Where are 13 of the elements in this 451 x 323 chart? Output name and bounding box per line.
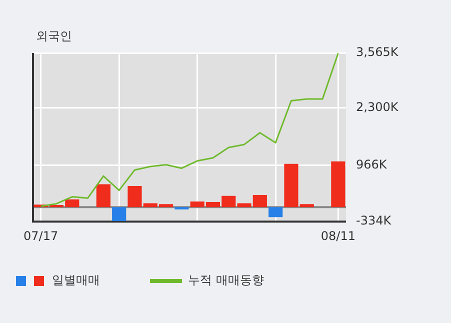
x-tick-label: 08/11 bbox=[320, 228, 356, 243]
x-tick-label: 07/17 bbox=[24, 228, 58, 243]
chart-title: 외국인 bbox=[36, 28, 72, 45]
legend-label: 누적 매매동향 bbox=[188, 272, 264, 289]
y-tick-label: 2,300K bbox=[356, 100, 400, 114]
bar bbox=[331, 161, 346, 208]
y-tick-label: 3,565K bbox=[356, 45, 400, 60]
bar bbox=[112, 207, 126, 221]
legend-label: 일별매매 bbox=[52, 272, 100, 289]
bar bbox=[268, 207, 283, 218]
y-tick-label: -334K bbox=[356, 214, 392, 228]
bar bbox=[96, 184, 110, 208]
y-tick-label: 966K bbox=[356, 158, 388, 172]
